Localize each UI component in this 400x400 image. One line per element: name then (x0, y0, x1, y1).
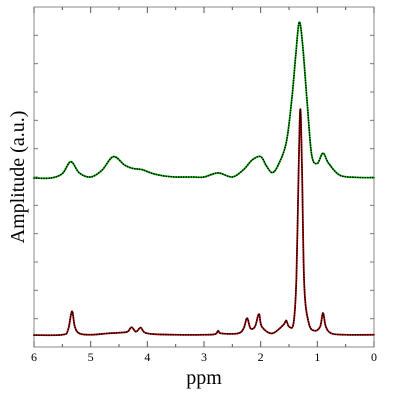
x-tick-label: 1 (314, 350, 320, 364)
x-tick-labels: 6 5 4 3 2 1 0 (31, 350, 377, 364)
x-axis-title: ppm (186, 367, 222, 389)
series-line-2 (33, 21, 375, 180)
x-tick-label: 4 (144, 350, 150, 364)
series-line-1 (33, 21, 375, 180)
x-tick-label: 3 (201, 350, 207, 364)
y-axis-title: Amplitude (a.u.) (7, 111, 29, 244)
x-tick-label: 2 (258, 350, 264, 364)
series-line-3 (33, 108, 375, 337)
x-tick-label: 5 (88, 350, 94, 364)
series-layer (33, 21, 375, 337)
x-tick-label: 0 (371, 350, 377, 364)
series-line-4 (33, 108, 375, 337)
x-tick-label: 6 (31, 350, 37, 364)
